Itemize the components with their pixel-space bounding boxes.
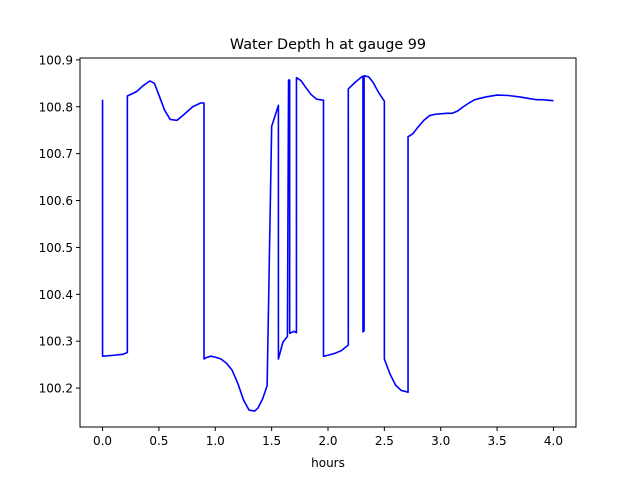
y-tick-label: 100.4 (39, 288, 73, 302)
y-axis: 100.2 100.3 100.4 100.5 100.6 100.7 100.8 100.9 (39, 53, 80, 396)
y-tick-label: 100.9 (39, 53, 73, 67)
x-axis: 0.0 0.5 1.0 1.5 2.0 2.5 3.0 3.5 4.0 (93, 427, 563, 448)
y-tick-label: 100.8 (39, 100, 73, 114)
x-tick-label: 2.0 (318, 434, 337, 448)
x-tick-label: 0.0 (93, 434, 112, 448)
series-layer (101, 75, 554, 412)
x-tick-label: 1.5 (262, 434, 281, 448)
chart-title: Water Depth h at gauge 99 (230, 37, 426, 53)
series-line-0 (101, 75, 554, 412)
x-axis-title: hours (311, 456, 345, 470)
y-tick-label: 100.2 (39, 382, 73, 396)
y-tick-label: 100.5 (39, 241, 73, 255)
x-tick-label: 2.5 (375, 434, 394, 448)
y-tick-label: 100.7 (39, 147, 73, 161)
x-tick-label: 3.0 (431, 434, 450, 448)
x-tick-label: 3.5 (488, 434, 507, 448)
x-tick-label: 0.5 (149, 434, 168, 448)
x-tick-label: 1.0 (206, 434, 225, 448)
y-tick-label: 100.6 (39, 194, 73, 208)
y-tick-label: 100.3 (39, 335, 73, 349)
x-tick-label: 4.0 (544, 434, 563, 448)
